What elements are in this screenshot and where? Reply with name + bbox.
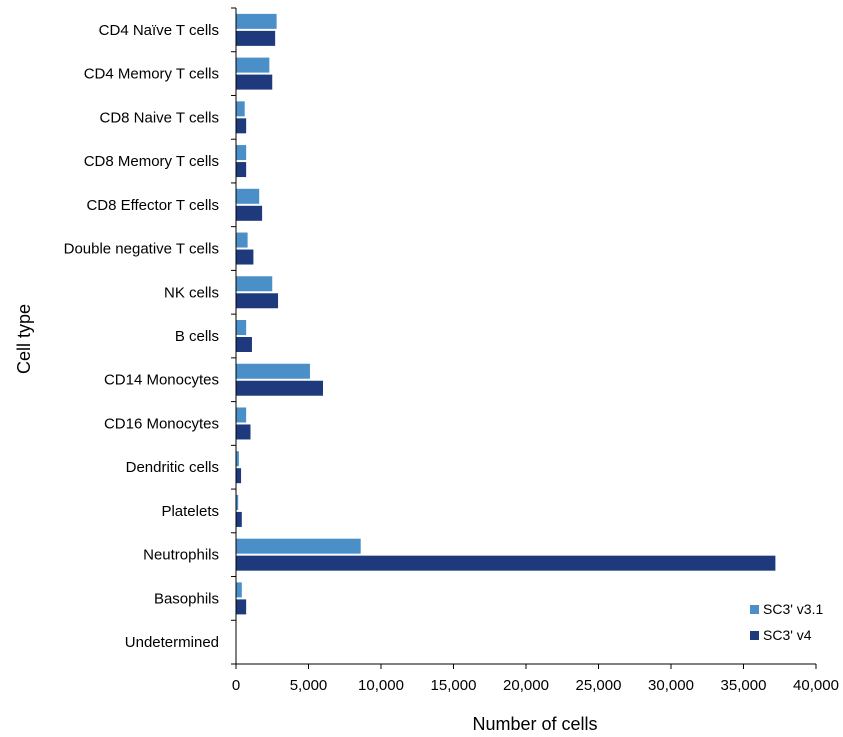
- bar-sc3-v3-1: [236, 451, 239, 467]
- category-label: Double negative T cells: [64, 241, 219, 258]
- bar-sc3-v4: [236, 380, 323, 396]
- category-label: CD14 Monocytes: [104, 372, 219, 389]
- x-tick-label: 35,000: [721, 677, 767, 694]
- category-label: Neutrophils: [143, 547, 219, 564]
- bar-sc3-v4: [236, 74, 273, 90]
- y-axis-title: Cell type: [14, 304, 34, 374]
- category-label: NK cells: [164, 284, 219, 301]
- bar-sc3-v3-1: [236, 494, 239, 510]
- legend-swatch: [750, 605, 759, 614]
- bar-sc3-v3-1: [236, 320, 247, 335]
- x-tick-label: 40,000: [793, 677, 839, 694]
- bar-sc3-v4: [236, 30, 276, 46]
- bar-sc3-v4: [236, 162, 247, 178]
- bars: [236, 13, 776, 615]
- bar-sc3-v4: [236, 249, 254, 265]
- category-label: CD16 Monocytes: [104, 415, 219, 432]
- x-tick-label: 20,000: [503, 677, 549, 694]
- bar-sc3-v3-1: [236, 276, 273, 292]
- bar-sc3-v3-1: [236, 57, 270, 73]
- category-label: CD4 Naïve T cells: [99, 22, 219, 39]
- x-tick-label: 0: [232, 677, 240, 694]
- x-tick-labels: 0 5,000 10,000 15,000 20,000 25,000 30,000 35,0…: [232, 664, 839, 694]
- bar-sc3-v4: [236, 337, 252, 352]
- category-label: Basophils: [154, 590, 219, 607]
- category-label: CD8 Memory T cells: [84, 153, 219, 170]
- bar-sc3-v3-1: [236, 363, 310, 379]
- category-labels: CD4 Naïve T cells CD4 Memory T cells CD8 N…: [64, 22, 219, 651]
- bar-sc3-v3-1: [236, 13, 277, 29]
- x-tick-label: 30,000: [648, 677, 694, 694]
- bar-sc3-v4: [236, 555, 776, 571]
- bar-sc3-v3-1: [236, 101, 245, 117]
- x-tick-label: 10,000: [358, 677, 404, 694]
- x-tick-label: 25,000: [576, 677, 622, 694]
- x-tick-label: 15,000: [431, 677, 477, 694]
- bar-sc3-v4: [236, 468, 242, 484]
- x-axis-title: Number of cells: [472, 714, 597, 734]
- category-label: Dendritic cells: [126, 459, 219, 476]
- bar-sc3-v4: [236, 205, 263, 221]
- bar-sc3-v4: [236, 599, 247, 615]
- legend: SC3' v3.1 SC3' v4: [750, 601, 823, 643]
- bar-sc3-v3-1: [236, 407, 247, 423]
- legend-label: SC3' v4: [763, 627, 812, 643]
- bar-sc3-v3-1: [236, 232, 248, 248]
- x-tick-label: 5,000: [290, 677, 328, 694]
- bar-sc3-v3-1: [236, 188, 260, 204]
- bar-sc3-v4: [236, 293, 279, 309]
- legend-label: SC3' v3.1: [763, 601, 823, 617]
- bar-sc3-v3-1: [236, 145, 247, 161]
- legend-swatch: [750, 631, 759, 640]
- bar-sc3-v3-1: [236, 582, 242, 598]
- bar-sc3-v4: [236, 424, 251, 440]
- bar-sc3-v4: [236, 118, 247, 134]
- category-label: Undetermined: [125, 634, 219, 651]
- category-label: B cells: [175, 328, 219, 345]
- bar-sc3-v3-1: [236, 538, 361, 554]
- category-label: CD8 Effector T cells: [86, 197, 219, 214]
- category-label: Platelets: [161, 503, 219, 520]
- category-label: CD8 Naive T cells: [100, 109, 220, 126]
- bar-sc3-v4: [236, 511, 242, 527]
- category-label: CD4 Memory T cells: [84, 66, 219, 83]
